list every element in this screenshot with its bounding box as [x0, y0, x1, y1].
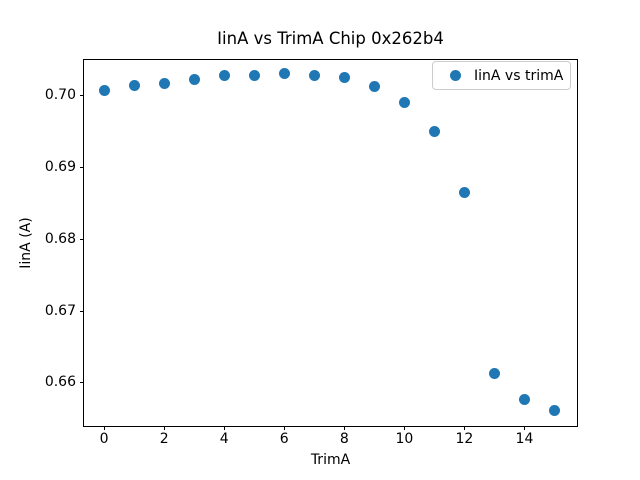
data-point [458, 186, 470, 198]
data-point [218, 70, 230, 82]
data-point [248, 69, 260, 81]
data-point [548, 404, 560, 416]
y-tick-label: 0.66 [44, 374, 76, 391]
legend-marker-icon [450, 70, 461, 81]
x-tick-mark [163, 426, 165, 430]
x-tick-mark [283, 426, 285, 430]
x-tick-mark [223, 426, 225, 430]
x-tick-mark [343, 426, 345, 430]
data-point [188, 73, 200, 85]
data-point [518, 393, 530, 405]
x-tick-mark [403, 426, 405, 430]
x-tick-mark [103, 426, 105, 430]
x-tick-label: 4 [219, 431, 229, 447]
y-tick-label: 0.70 [44, 87, 76, 104]
plot-frame [83, 59, 578, 427]
x-tick-label: 14 [515, 431, 534, 447]
x-tick-label: 12 [455, 431, 474, 447]
data-point [98, 85, 110, 97]
data-point [308, 69, 320, 81]
data-point [158, 78, 170, 90]
x-tick-label: 6 [279, 431, 289, 447]
x-tick-label: 10 [395, 431, 414, 447]
data-point [128, 80, 140, 92]
data-point [428, 125, 440, 137]
legend-label: IinA vs trimA [474, 67, 564, 84]
y-axis-label: IinA (A) [18, 217, 34, 269]
data-point [488, 368, 500, 380]
data-point [338, 71, 350, 83]
y-tick-mark [80, 95, 84, 97]
x-tick-label: 2 [159, 431, 169, 447]
x-tick-mark [523, 426, 525, 430]
y-tick-mark [80, 382, 84, 384]
data-point [278, 68, 290, 80]
x-tick-label: 0 [99, 431, 109, 447]
x-tick-mark [463, 426, 465, 430]
data-point [368, 81, 380, 93]
y-tick-mark [80, 310, 84, 312]
chart-title: IinA vs TrimA Chip 0x262b4 [217, 29, 444, 48]
y-tick-mark [80, 167, 84, 169]
y-tick-label: 0.69 [44, 159, 76, 176]
x-axis-label: TrimA [310, 452, 351, 468]
y-tick-label: 0.68 [44, 230, 76, 247]
data-point [398, 96, 410, 108]
x-tick-label: 8 [339, 431, 349, 447]
y-tick-label: 0.67 [44, 302, 76, 319]
legend: IinA vs trimA [432, 61, 571, 90]
plot-area: 0 2 4 6 8 10 12 14 0.66 0.67 0.68 0.69 0.70 [45, 60, 577, 447]
y-tick-mark [80, 238, 84, 240]
